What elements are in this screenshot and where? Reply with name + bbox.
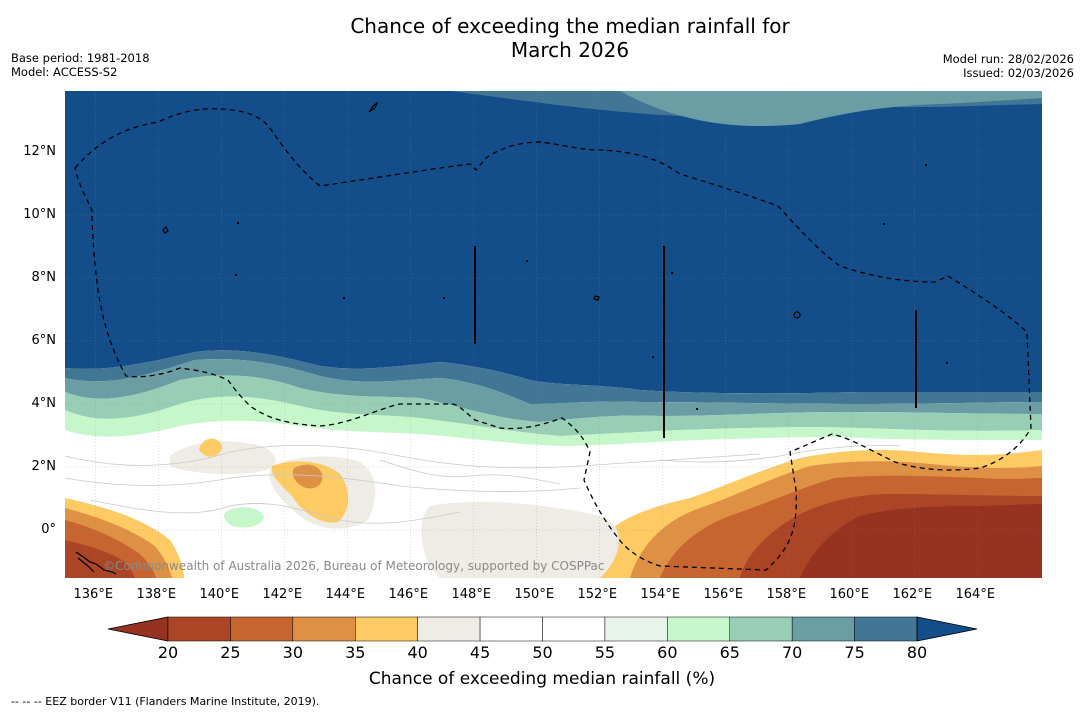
colorbar-tick-label: 20 [157,643,179,662]
longitude-tick-label: 152°E [577,587,618,602]
map-gridlines [65,91,1042,578]
colorbar-tick-label: 45 [469,643,491,662]
colorbar-tick-label: 40 [407,643,428,662]
model-run-text: Model run: 28/02/2026 [942,52,1074,66]
colorbar-segment [729,616,793,642]
longitude-tick-label: 142°E [262,587,303,602]
latitude-tick-label: 8°N [31,270,57,285]
longitude-tick-label: 138°E [136,587,177,602]
band-65-70 [65,358,1042,422]
model-name-text: Model: ACCESS-S2 [11,65,118,79]
longitude-tick-label: 148°E [451,587,492,602]
latitude-tick-label: 6°N [31,333,57,348]
run-info: Model run: 28/02/2026 Issued: 02/03/2026 [943,52,1074,80]
base-period-text: Base period: 1981-2018 [11,51,150,65]
patch-40-45-west [170,441,276,474]
longitude-tick-label: 162°E [892,587,933,602]
colorbar-segment [417,616,481,642]
longitude-tick-label: 160°E [829,587,870,602]
band-60-65 [65,375,1042,436]
band-55-60 [65,396,1042,446]
copyright-text: ©Commonwealth of Australia 2026, Bureau … [103,559,605,573]
colorbar-title: Chance of exceeding median rainfall (%) [368,669,716,689]
colorbar-segment [479,616,543,642]
colorbar-segment [167,616,231,642]
longitude-tick-label: 154°E [640,587,681,602]
latitude-tick-label: 2°N [31,459,57,474]
patch-60-65 [224,507,264,528]
longitude-tick-label: 164°E [955,587,996,602]
latitude-tick-label: 10°N [23,207,56,222]
longitude-tick-label: 150°E [514,587,555,602]
band-70-75 [65,350,1042,404]
colorbar-tick-label: 35 [345,643,366,662]
patch-40-45-east [421,501,619,578]
colorbar-segment [542,616,606,642]
eez-footnote: -- -- -- EEZ border V11 (Flanders Marine… [11,695,320,708]
colorbar-segment [230,616,294,642]
band-20-25-west [65,540,135,578]
patch-35-40-b [199,438,222,457]
band-70-75-north [620,91,1042,127]
chart-title: Chance of exceeding the median rainfall … [0,14,1085,62]
colorbar-segment [355,616,418,642]
issued-date-text: Issued: 02/03/2026 [963,66,1074,80]
coastlines [75,101,801,575]
title-line-1: Chance of exceeding the median rainfall … [350,14,790,38]
latitude-tick-label: 0° [41,522,56,537]
longitude-tick-label: 144°E [325,587,366,602]
colorbar-segment [854,616,918,642]
patch-30-35-a [292,464,323,489]
colorbar-tick-label: 60 [657,643,678,662]
colorbar-tick-label: 80 [906,643,928,662]
longitude-tick-label: 158°E [766,587,807,602]
contour-lines [65,444,901,524]
eez-border [74,108,1032,571]
small-islands [235,164,948,410]
colorbar-tick-label: 65 [719,643,740,662]
colorbar-segment [292,616,356,642]
colorbar-tick-label: 50 [532,643,553,662]
band-below-20-east [800,504,1042,578]
longitude-tick-label: 156°E [703,587,744,602]
model-info: Base period: 1981-2018 Model: ACCESS-S2 [11,51,150,79]
latitude-tick-label: 12°N [23,144,56,159]
band-75-80 [65,91,1042,394]
longitude-tick-label: 146°E [388,587,429,602]
colorbar-segment [667,616,730,642]
island-chain-lines [474,246,917,438]
longitude-tick-label: 140°E [199,587,240,602]
colorbar-extend-low [107,616,169,642]
colorbar [107,616,978,642]
map-plot-area [65,91,1042,578]
colorbar-segment [604,616,668,642]
title-line-2: March 2026 [510,38,630,62]
colorbar-tick-label: 25 [220,643,241,662]
colorbar-tick-label: 30 [282,643,304,662]
colorbar-segment [791,616,855,642]
colorbar-tick-label: 75 [844,643,865,662]
longitude-tick-label: 136°E [73,587,114,602]
colorbar-tick-label: 70 [781,643,803,662]
colorbar-extend-high [916,616,978,642]
colorbar-tick-label: 55 [594,643,616,662]
latitude-tick-label: 4°N [31,396,57,411]
